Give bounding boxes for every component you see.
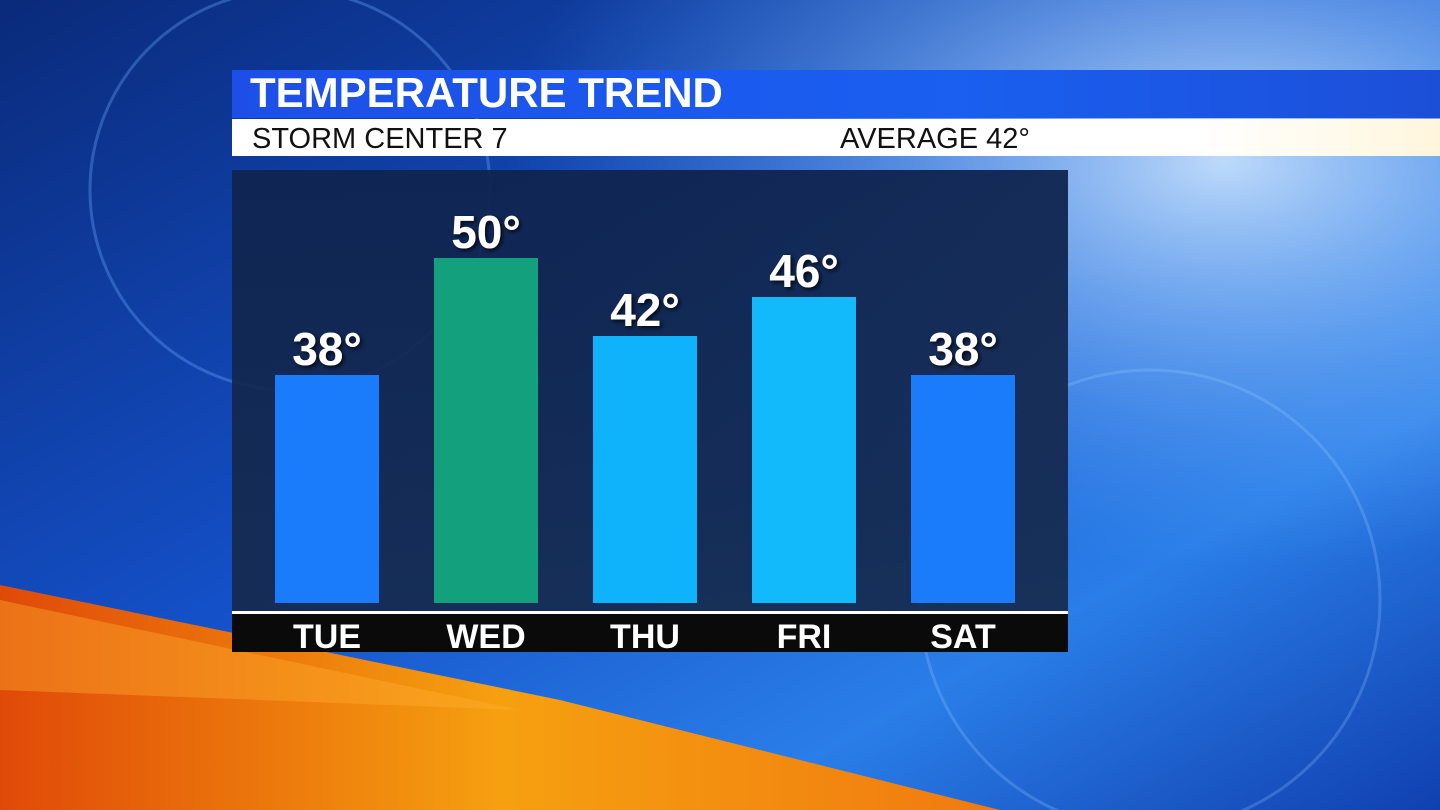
bar [593,336,697,603]
bar [275,375,379,603]
x-tick-label: SAT [930,618,996,656]
value-label: 38° [292,323,362,375]
value-label: 46° [769,245,839,297]
value-label: 38° [928,323,998,375]
x-tick-label: FRI [777,618,832,656]
bar [434,258,538,603]
annotation: AVERAGE 42° [840,123,1030,155]
subtitle-bar [232,119,1440,156]
category-strip [232,614,1068,652]
orange-highlight [0,600,520,710]
baseline [232,611,1068,614]
chart-title: TEMPERATURE TREND [250,69,723,116]
title-bar [232,70,1440,118]
bar [752,297,856,603]
subtitle: STORM CENTER 7 [252,123,508,155]
x-tick-label: THU [610,618,680,656]
value-label: 50° [451,206,521,258]
x-tick-label: TUE [293,618,361,656]
x-tick-label: WED [446,618,525,656]
bar [911,375,1015,603]
value-label: 42° [610,284,680,336]
